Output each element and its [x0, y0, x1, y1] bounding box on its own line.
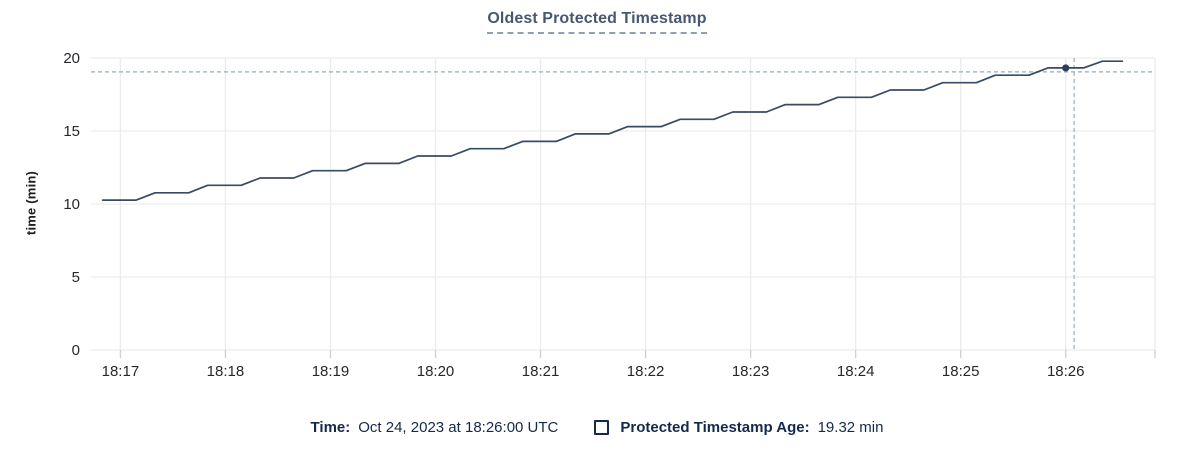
legend-item-protected-timestamp-age[interactable]: Protected Timestamp Age: 19.32 min [594, 419, 883, 436]
svg-text:10: 10 [63, 196, 80, 213]
highlighted-point [1062, 64, 1070, 72]
svg-text:18:26: 18:26 [1047, 363, 1085, 380]
series-value: 19.32 min [817, 419, 884, 436]
tooltip-time-label: Time: [310, 419, 351, 436]
tooltip-time-value: Oct 24, 2023 at 18:26:00 UTC [358, 419, 559, 436]
hover-tooltip-legend: Time: Oct 24, 2023 at 18:26:00 UTC Prote… [0, 419, 1194, 436]
svg-text:18:18: 18:18 [207, 363, 245, 380]
svg-text:0: 0 [72, 342, 80, 359]
axis-ticks [119, 350, 1156, 358]
svg-text:18:24: 18:24 [837, 363, 875, 380]
y-tick-labels: 0 5 10 15 20 [63, 50, 80, 359]
svg-text:18:23: 18:23 [732, 363, 770, 380]
svg-text:15: 15 [63, 123, 80, 140]
chart-title[interactable]: Oldest Protected Timestamp [487, 10, 707, 34]
tooltip-time: Time: Oct 24, 2023 at 18:26:00 UTC [311, 419, 559, 436]
svg-text:20: 20 [63, 50, 80, 67]
svg-text:18:21: 18:21 [522, 363, 560, 380]
chart-plot-area[interactable]: 18:17 18:18 18:19 18:20 18:21 18:22 18:23 18:24… [0, 0, 1194, 410]
hover-crosshair [91, 58, 1155, 350]
chart-header: Oldest Protected Timestamp [0, 10, 1194, 34]
svg-text:18:25: 18:25 [942, 363, 980, 380]
svg-text:18:19: 18:19 [312, 363, 350, 380]
svg-text:5: 5 [72, 269, 80, 286]
svg-text:18:22: 18:22 [627, 363, 665, 380]
svg-text:18:20: 18:20 [417, 363, 455, 380]
series-label: Protected Timestamp Age: [620, 419, 810, 436]
svg-text:18:17: 18:17 [102, 363, 140, 380]
series-line [101, 60, 1124, 201]
series-checkbox-icon[interactable] [594, 420, 610, 435]
gridlines [91, 57, 1156, 351]
x-tick-labels: 18:17 18:18 18:19 18:20 18:21 18:22 18:23 18:24… [102, 363, 1085, 380]
